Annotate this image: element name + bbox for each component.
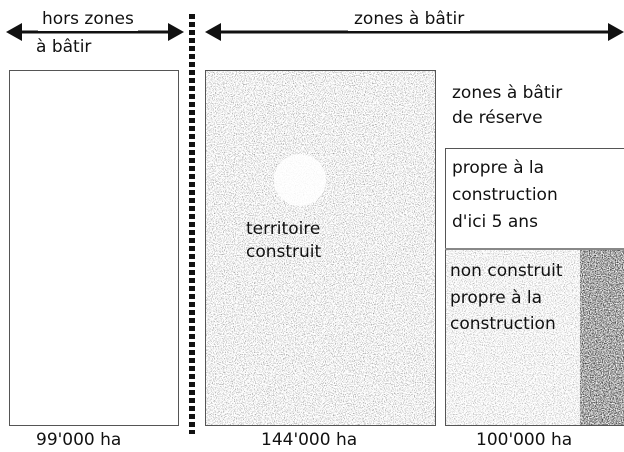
outside-zones-label-line1: hors zones (38, 8, 138, 31)
building-zones-label: zones à bâtir (348, 8, 471, 31)
outside-zones-label-line2: à bâtir (36, 37, 92, 57)
reserve-label-line2: de réserve (452, 108, 543, 128)
reserve-label-line1: zones à bâtir (452, 83, 563, 103)
built-territory-area: 144'000 ha (261, 430, 358, 450)
unbuilt-label-line1: non construit (450, 261, 563, 281)
five-years-label-line2: construction (452, 185, 558, 205)
built-territory-box (205, 70, 436, 426)
built-territory-label-line2: construit (246, 242, 322, 262)
reserve-divider (445, 248, 624, 250)
five-years-label-line3: d'ici 5 ans (452, 212, 538, 232)
built-territory-texture (206, 71, 435, 425)
reserve-zones-area: 100'000 ha (476, 430, 573, 450)
zone-separator (189, 14, 195, 434)
outside-zones-area: 99'000 ha (36, 430, 122, 450)
outside-zones-box (9, 70, 179, 426)
building-zones-arrow (205, 23, 624, 41)
built-territory-label-line1: territoire (246, 219, 321, 239)
unbuilt-label-line2: propre à la (450, 288, 543, 308)
unbuilt-label-line3: construction (450, 314, 556, 334)
outside-zones-arrow (6, 23, 184, 41)
reserve-zones-box (445, 148, 624, 426)
five-years-label-line1: propre à la (452, 158, 545, 178)
